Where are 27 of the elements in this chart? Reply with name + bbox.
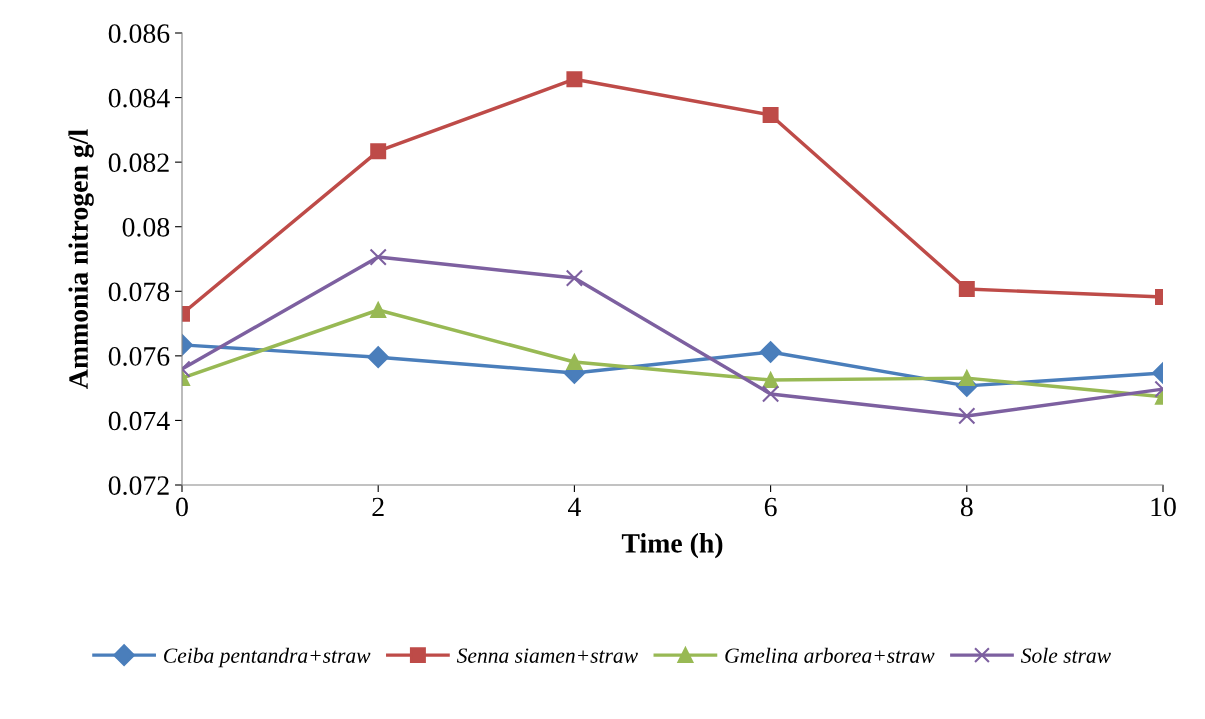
point [759, 341, 782, 363]
y-axis-title: Ammonia nitrogen g/l [68, 129, 94, 389]
x-axis-title: Time (h) [621, 533, 723, 559]
x-tick-label: 6 [764, 497, 777, 517]
point [566, 71, 583, 88]
point [762, 107, 779, 123]
legend-label: Ceiba pentandra+straw [164, 647, 371, 668]
x-tick-label: 2 [372, 497, 384, 517]
point [565, 269, 584, 287]
y-tick-label: 0.08 [122, 217, 170, 237]
y-tick-label: 0.076 [108, 347, 170, 366]
y-tick-label: 0.072 [108, 476, 169, 496]
x-tick-label: 8 [960, 497, 973, 517]
y-tick-label: 0.074 [108, 411, 170, 431]
x-tick-label: 4 [568, 497, 581, 517]
y-tick-label: 0.086 [108, 24, 170, 44]
legend-label: Senna siamen+straw [456, 648, 638, 663]
y-tick-label: 0.084 [108, 88, 170, 108]
y-tick-label: 0.082 [108, 153, 169, 173]
legend-label: Sole straw [1020, 647, 1111, 663]
legend-label: Gmelina arborea+straw [725, 647, 935, 663]
point [566, 354, 583, 370]
y-tick-label: 0.078 [108, 282, 170, 302]
x-tick-label: 0 [176, 497, 188, 517]
x-tick-label: 10 [1151, 497, 1176, 517]
point [762, 372, 779, 389]
point [761, 385, 780, 403]
